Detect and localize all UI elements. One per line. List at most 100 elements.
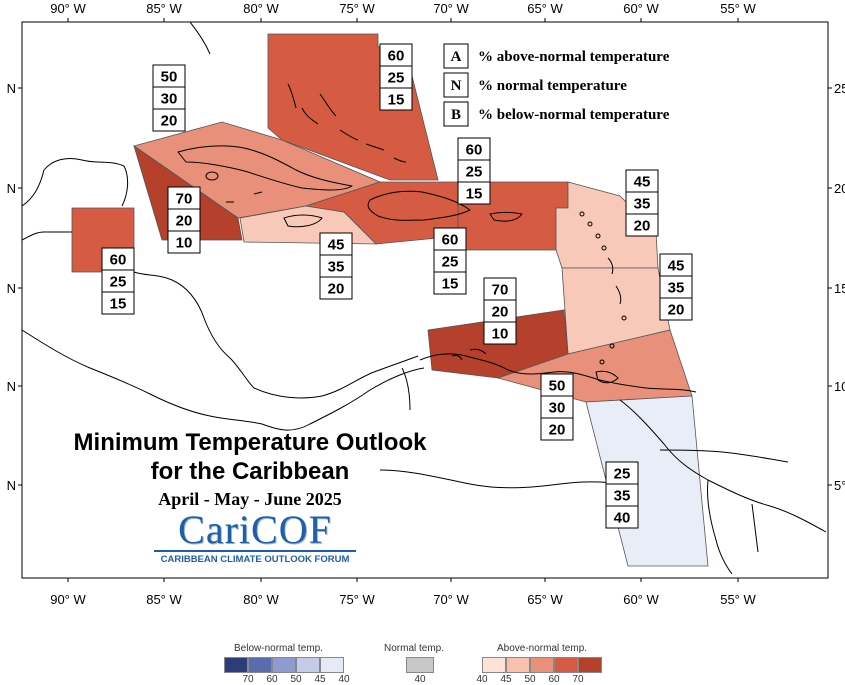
map-title-line1: Minimum Temperature Outlook bbox=[73, 429, 427, 456]
prob-a: 50 bbox=[161, 69, 178, 86]
prob-n: 25 bbox=[442, 254, 459, 271]
prob-b: 15 bbox=[388, 92, 405, 109]
legend-key-letter-A: A bbox=[451, 49, 462, 65]
legend-swatch-normal bbox=[406, 657, 434, 673]
legend-key-box-N bbox=[443, 72, 469, 98]
box-cell-B bbox=[152, 108, 186, 132]
prob-b: 10 bbox=[492, 326, 509, 343]
box-cell-B bbox=[379, 87, 413, 111]
prob-b: 20 bbox=[668, 302, 685, 319]
logo-name: CariCOF bbox=[178, 507, 332, 552]
lon-label-top: 65° W bbox=[527, 1, 563, 16]
probability-boxes: 60 25 15 50 30 20 60 25 15 70 20 10 45 35 20 60 25 15 60 25… bbox=[101, 43, 693, 529]
box-cell-B bbox=[457, 181, 491, 205]
box-cuba: 50 30 20 bbox=[152, 64, 186, 132]
box-puerto-rico: 60 25 15 bbox=[433, 227, 467, 295]
prob-n: 20 bbox=[492, 304, 509, 321]
lon-label-bottom: 85° W bbox=[146, 592, 182, 607]
legend-key-box-A bbox=[443, 43, 469, 69]
lon-label-top: 55° W bbox=[720, 1, 756, 16]
lat-label-left: N bbox=[7, 478, 16, 493]
legend-swatch-below bbox=[320, 657, 344, 673]
box-cell-B bbox=[433, 271, 467, 295]
lon-label-top: 70° W bbox=[433, 1, 469, 16]
legend-swatch-above bbox=[506, 657, 530, 673]
prob-a: 70 bbox=[492, 282, 509, 299]
lon-label-top: 75° W bbox=[339, 1, 375, 16]
cuba-outline bbox=[177, 145, 353, 191]
prob-b: 15 bbox=[442, 276, 459, 293]
box-cell-B bbox=[483, 321, 517, 345]
prob-b: 20 bbox=[634, 218, 651, 235]
map-title-line2: for the Caribbean bbox=[150, 458, 350, 485]
box-windwards: 45 35 20 bbox=[659, 253, 693, 321]
legend-swatch-above bbox=[554, 657, 578, 673]
map-title-block: Minimum Temperature Outlook for the Cari… bbox=[40, 428, 460, 510]
lat-label-right: 5° bbox=[834, 478, 845, 493]
legend-tick-below: 50 bbox=[290, 674, 302, 685]
legend-key-text-N: % normal temperature bbox=[478, 78, 627, 94]
prob-a: 60 bbox=[466, 142, 483, 159]
legend-tick-below: 45 bbox=[314, 674, 326, 685]
legend-swatch-below bbox=[272, 657, 296, 673]
box-cell-B bbox=[319, 276, 353, 300]
prob-n: 35 bbox=[614, 488, 631, 505]
prob-b: 15 bbox=[110, 296, 127, 313]
legend-tick-above: 50 bbox=[524, 674, 536, 685]
legend-key: A N B % above-normal temperature % norma… bbox=[443, 43, 670, 127]
legend-key-text-A: % above-normal temperature bbox=[478, 49, 670, 65]
puerto-rico-outline bbox=[489, 212, 523, 222]
prob-a: 60 bbox=[110, 252, 127, 269]
islands bbox=[177, 83, 627, 384]
box-cell-B bbox=[101, 291, 135, 315]
legend-tick-below: 40 bbox=[338, 674, 350, 685]
legend-key-letter-N: N bbox=[451, 78, 462, 94]
lon-label-bottom: 80° W bbox=[243, 592, 279, 607]
legend-tick-below: 70 bbox=[242, 674, 254, 685]
box-jamaica: 45 35 20 bbox=[319, 232, 353, 300]
caricof-logo: CariCOF CARIBBEAN CLIMATE OUTLOOK FORUM bbox=[150, 510, 360, 565]
prob-a: 60 bbox=[388, 48, 405, 65]
lon-label-bottom: 90° W bbox=[50, 592, 86, 607]
prob-n: 35 bbox=[668, 280, 685, 297]
hispaniola-outline bbox=[367, 190, 471, 221]
box-bahamas: 60 25 15 bbox=[379, 43, 413, 111]
lon-label-bottom: 75° W bbox=[339, 592, 375, 607]
legend-key-box-B bbox=[443, 101, 469, 127]
legend-tick-above: 45 bbox=[500, 674, 512, 685]
prob-b: 40 bbox=[614, 510, 631, 527]
prob-n: 30 bbox=[161, 91, 178, 108]
prob-n: 35 bbox=[328, 259, 345, 276]
lon-label-top: 80° W bbox=[243, 1, 279, 16]
lat-label-right: 20° bbox=[834, 181, 845, 196]
prob-n: 25 bbox=[466, 164, 483, 181]
lat-label-right: 25° bbox=[834, 81, 845, 96]
prob-n: 25 bbox=[388, 70, 405, 87]
prob-a: 25 bbox=[614, 466, 631, 483]
legend-swatch-below bbox=[296, 657, 320, 673]
lon-label-bottom: 60° W bbox=[623, 592, 659, 607]
box-cell-B bbox=[540, 417, 574, 441]
lon-label-top: 85° W bbox=[146, 1, 182, 16]
legend-swatch-below bbox=[224, 657, 248, 673]
legend-above-title: Above-normal temp. bbox=[497, 643, 588, 654]
prob-a: 45 bbox=[328, 237, 345, 254]
prob-a: 45 bbox=[668, 258, 685, 275]
box-trinidad: 50 30 20 bbox=[540, 373, 574, 441]
prob-b: 15 bbox=[466, 186, 483, 203]
legend-swatch-above bbox=[530, 657, 554, 673]
prob-a: 50 bbox=[549, 378, 566, 395]
box-guianas: 25 35 40 bbox=[605, 461, 639, 529]
box-cell-B bbox=[605, 505, 639, 529]
box-abc: 70 20 10 bbox=[483, 277, 517, 345]
legend-swatch-below bbox=[248, 657, 272, 673]
prob-a: 70 bbox=[176, 191, 193, 208]
lat-label-left: N bbox=[7, 81, 16, 96]
box-leewards: 45 35 20 bbox=[625, 169, 659, 237]
prob-b: 10 bbox=[176, 235, 193, 252]
lon-label-top: 90° W bbox=[50, 1, 86, 16]
color-scale-legend: Below-normal temp. Normal temp. Above-no… bbox=[0, 640, 845, 685]
legend-below-title: Below-normal temp. bbox=[234, 643, 323, 654]
prob-a: 45 bbox=[634, 174, 651, 191]
prob-a: 60 bbox=[442, 232, 459, 249]
